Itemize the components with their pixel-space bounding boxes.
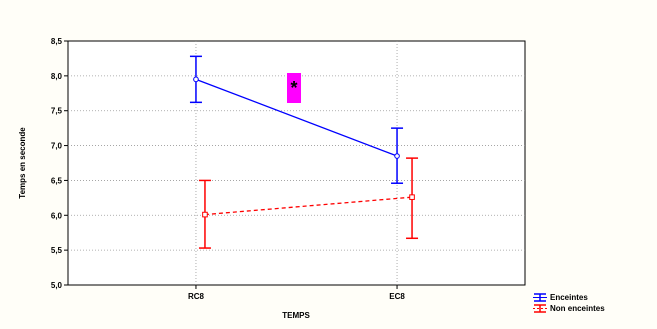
- data-point: [193, 76, 199, 83]
- y-tick-label: 5,5: [51, 246, 63, 255]
- significance-asterisk: *: [290, 77, 298, 98]
- y-tick-label: 6,0: [51, 211, 63, 220]
- y-tick-label: 8,0: [51, 72, 63, 81]
- legend-label-enceintes: Enceintes: [550, 292, 588, 302]
- data-point: [202, 211, 208, 218]
- y-tick-label: 8,5: [51, 37, 63, 46]
- legend-item-non-enceintes: Non enceintes: [533, 303, 605, 314]
- series-line-enceintes: [195, 78, 398, 157]
- y-tick-label: 7,5: [51, 107, 63, 116]
- legend: Enceintes Non enceintes: [533, 292, 605, 314]
- legend-label-non-enceintes: Non enceintes: [550, 303, 605, 313]
- y-tick-label: 7,0: [51, 142, 63, 151]
- y-axis-title: Temps en seconde: [18, 127, 27, 199]
- x-tick-label: RC8: [188, 292, 205, 301]
- y-axis-ticks: 5,0 5,5 6,0 6,5 7,0 7,5 8,0 8,5: [51, 37, 68, 290]
- data-point: [394, 153, 400, 159]
- y-tick-label: 6,5: [51, 176, 63, 185]
- series-layer: [189, 55, 419, 249]
- significance-marker: *: [287, 73, 301, 103]
- legend-item-enceintes: Enceintes: [533, 292, 605, 303]
- x-axis-title: TEMPS: [282, 311, 310, 320]
- legend-symbol-non-enceintes: [533, 304, 547, 313]
- data-point: [409, 194, 415, 200]
- y-tick-label: 5,0: [51, 281, 63, 290]
- x-tick-label: EC8: [389, 292, 405, 301]
- legend-symbol-enceintes: [533, 293, 547, 302]
- x-axis-ticks: RC8 EC8: [188, 285, 405, 301]
